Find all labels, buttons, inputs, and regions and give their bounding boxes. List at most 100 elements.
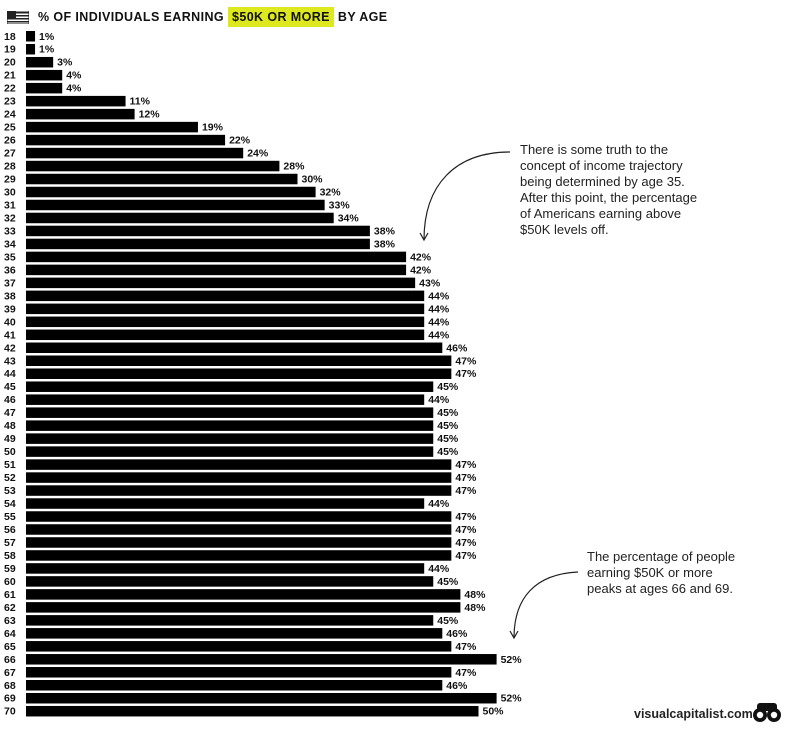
age-tick-label: 26 bbox=[4, 135, 16, 147]
annotation-line: $50K levels off. bbox=[520, 222, 609, 237]
age-tick-label: 20 bbox=[4, 57, 16, 69]
value-label: 19% bbox=[202, 122, 224, 134]
value-label: 47% bbox=[455, 667, 477, 679]
value-label: 42% bbox=[410, 264, 432, 276]
value-label: 44% bbox=[428, 394, 450, 406]
brand-text[interactable]: visualcapitalist.com bbox=[634, 707, 753, 721]
age-tick-label: 67 bbox=[4, 667, 16, 679]
age-tick-label: 70 bbox=[4, 706, 16, 718]
bar bbox=[26, 576, 434, 587]
bar bbox=[26, 290, 425, 302]
value-label: 47% bbox=[455, 524, 477, 536]
value-label: 1% bbox=[39, 44, 55, 56]
value-label: 52% bbox=[501, 693, 523, 705]
value-label: 47% bbox=[455, 368, 477, 380]
value-label: 32% bbox=[320, 187, 342, 199]
age-tick-label: 55 bbox=[4, 511, 16, 523]
trajectory-annotation: There is some truth to the concept of in… bbox=[520, 142, 697, 238]
age-tick-label: 42 bbox=[4, 342, 16, 354]
bar bbox=[26, 43, 36, 55]
bar bbox=[26, 264, 407, 276]
bar bbox=[26, 394, 425, 405]
value-label: 47% bbox=[455, 472, 477, 484]
bar bbox=[26, 589, 461, 600]
value-label: 33% bbox=[329, 199, 351, 211]
value-label: 38% bbox=[374, 225, 396, 237]
value-label: 4% bbox=[66, 70, 82, 82]
age-tick-label: 21 bbox=[4, 70, 16, 82]
peak-annotation: The percentage of people earning $50K or… bbox=[587, 549, 735, 597]
age-tick-label: 53 bbox=[4, 485, 16, 497]
value-label: 38% bbox=[374, 238, 396, 250]
age-tick-label: 34 bbox=[4, 238, 16, 250]
bar bbox=[26, 147, 244, 159]
bar bbox=[26, 433, 434, 444]
value-label: 45% bbox=[437, 615, 459, 627]
bar bbox=[26, 56, 54, 68]
age-tick-label: 57 bbox=[4, 537, 16, 549]
age-tick-label: 47 bbox=[4, 407, 16, 419]
bar bbox=[26, 69, 63, 81]
annotation-line: peaks at ages 66 and 69. bbox=[587, 581, 734, 596]
age-tick-label: 58 bbox=[4, 550, 16, 562]
bar bbox=[26, 251, 407, 263]
age-tick-label: 24 bbox=[4, 109, 16, 121]
age-tick-label: 63 bbox=[4, 615, 16, 627]
bar bbox=[26, 511, 452, 522]
bar bbox=[26, 82, 63, 94]
value-label: 46% bbox=[446, 628, 468, 640]
annotation-arrow bbox=[423, 151, 511, 241]
value-label: 47% bbox=[455, 355, 477, 367]
age-tick-label: 59 bbox=[4, 563, 16, 575]
value-label: 22% bbox=[229, 135, 251, 147]
bar bbox=[26, 680, 443, 691]
age-tick-label: 32 bbox=[4, 212, 16, 224]
value-label: 1% bbox=[39, 31, 55, 43]
age-tick-label: 38 bbox=[4, 290, 16, 302]
bar bbox=[26, 498, 425, 509]
bar bbox=[26, 31, 36, 42]
age-tick-label: 68 bbox=[4, 680, 16, 692]
bar bbox=[26, 342, 443, 354]
annotation-line: being determined by age 35. bbox=[520, 174, 685, 189]
bar bbox=[26, 692, 497, 704]
bar bbox=[26, 705, 479, 717]
bar bbox=[26, 641, 452, 652]
bar bbox=[26, 95, 126, 107]
arrowhead bbox=[509, 630, 519, 640]
age-tick-label: 29 bbox=[4, 174, 16, 186]
age-tick-label: 39 bbox=[4, 303, 16, 315]
bar bbox=[26, 238, 370, 250]
age-tick-label: 56 bbox=[4, 524, 16, 536]
bar bbox=[26, 225, 370, 237]
age-tick-label: 44 bbox=[4, 368, 16, 380]
age-tick-label: 65 bbox=[4, 641, 16, 653]
title-highlight: $50K OR MORE bbox=[228, 7, 334, 27]
value-label: 44% bbox=[428, 303, 450, 315]
value-label: 43% bbox=[419, 277, 441, 289]
value-label: 47% bbox=[455, 550, 477, 562]
chart-title: % OF INDIVIDUALS EARNING $50K OR MORE BY… bbox=[7, 7, 388, 27]
title-suffix: BY AGE bbox=[337, 10, 388, 24]
age-tick-label: 64 bbox=[4, 628, 16, 640]
age-tick-label: 30 bbox=[4, 187, 16, 199]
annotation-line: concept of income trajectory bbox=[520, 158, 683, 173]
bar bbox=[26, 173, 298, 185]
bar bbox=[26, 134, 226, 146]
value-label: 45% bbox=[437, 576, 459, 588]
age-tick-label: 23 bbox=[4, 96, 16, 108]
age-tick-label: 31 bbox=[4, 199, 16, 211]
bar bbox=[26, 420, 434, 431]
bar bbox=[26, 186, 316, 198]
bar bbox=[26, 108, 135, 120]
annotation-line: of Americans earning above bbox=[520, 206, 682, 221]
bar bbox=[26, 524, 452, 535]
value-label: 46% bbox=[446, 342, 468, 354]
age-tick-label: 54 bbox=[4, 498, 16, 510]
bar bbox=[26, 355, 452, 366]
age-tick-label: 18 bbox=[4, 31, 16, 43]
value-label: 30% bbox=[302, 174, 324, 186]
value-label: 45% bbox=[437, 407, 459, 419]
value-label: 45% bbox=[437, 381, 459, 393]
age-tick-label: 48 bbox=[4, 420, 16, 432]
